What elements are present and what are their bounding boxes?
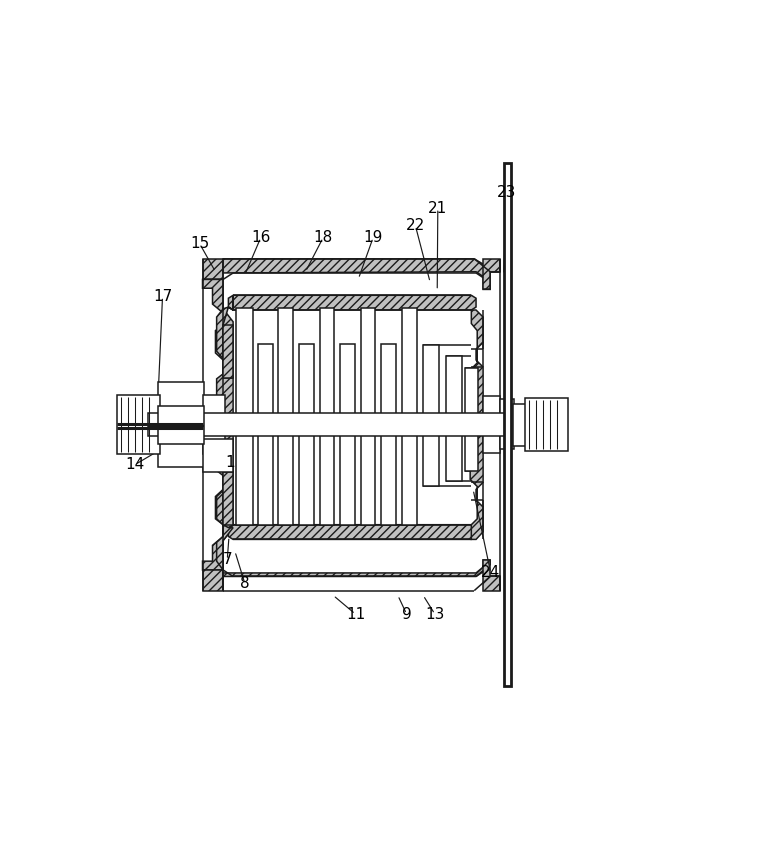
Bar <box>465 368 478 471</box>
Bar <box>446 356 462 480</box>
Bar <box>504 163 512 686</box>
Bar <box>279 309 293 525</box>
Polygon shape <box>216 295 233 570</box>
Bar <box>499 399 515 449</box>
Polygon shape <box>228 295 476 310</box>
Bar <box>148 413 512 436</box>
Text: 8: 8 <box>240 576 250 591</box>
Text: 7: 7 <box>222 553 232 568</box>
Text: 11: 11 <box>346 606 365 621</box>
Text: 9: 9 <box>402 606 411 621</box>
Polygon shape <box>483 560 499 590</box>
Bar <box>402 309 417 525</box>
Bar <box>117 395 159 454</box>
Polygon shape <box>223 560 490 590</box>
Polygon shape <box>203 570 223 590</box>
Text: 23: 23 <box>497 185 516 200</box>
Polygon shape <box>483 259 499 289</box>
Text: 1: 1 <box>225 456 235 470</box>
Polygon shape <box>203 472 233 570</box>
Text: 14: 14 <box>125 458 144 472</box>
Polygon shape <box>223 472 233 525</box>
Bar <box>381 343 396 525</box>
Polygon shape <box>223 259 490 289</box>
Bar <box>236 309 253 525</box>
Bar <box>512 404 528 446</box>
Bar <box>203 439 233 472</box>
Bar <box>525 399 568 451</box>
Text: 22: 22 <box>406 219 425 234</box>
Bar <box>361 309 376 525</box>
Bar <box>340 343 355 525</box>
Text: 19: 19 <box>364 230 383 245</box>
Bar <box>159 383 204 467</box>
Text: 24: 24 <box>481 565 500 580</box>
Text: 21: 21 <box>428 201 448 216</box>
Bar <box>483 396 499 453</box>
Text: 18: 18 <box>313 230 332 245</box>
Polygon shape <box>223 325 233 378</box>
Bar <box>320 309 334 525</box>
Polygon shape <box>203 259 223 279</box>
Text: 17: 17 <box>153 289 172 304</box>
Text: 13: 13 <box>425 606 445 621</box>
Text: 16: 16 <box>251 230 270 245</box>
Polygon shape <box>470 310 483 539</box>
Bar <box>203 395 225 454</box>
Text: 15: 15 <box>190 236 209 251</box>
Bar <box>159 406 204 443</box>
Bar <box>258 343 273 525</box>
Bar <box>423 346 439 486</box>
Bar <box>299 343 313 525</box>
Polygon shape <box>228 525 476 539</box>
Polygon shape <box>203 279 233 378</box>
